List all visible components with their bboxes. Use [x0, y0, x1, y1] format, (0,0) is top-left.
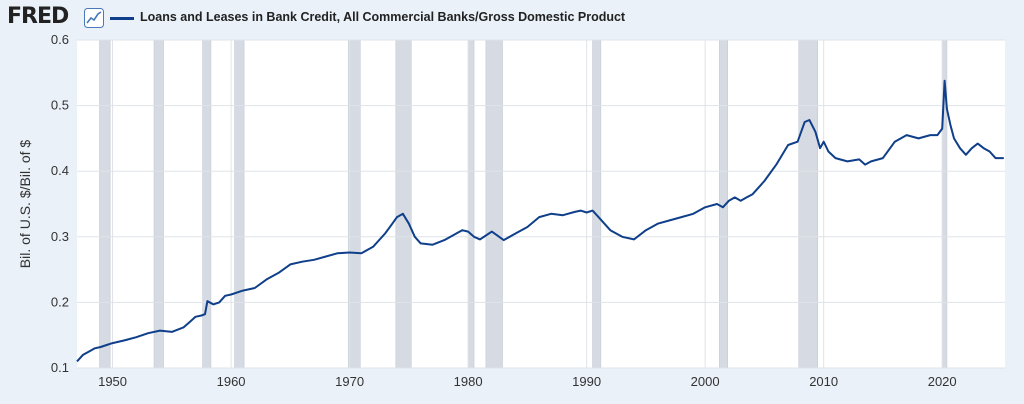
recession-band — [485, 39, 503, 369]
x-tick-label: 2020 — [928, 374, 957, 389]
x-tick-labels: 1950 1960 1970 1980 1990 2000 2010 2020 — [98, 374, 957, 389]
y-tick-label: 0.3 — [51, 229, 69, 244]
x-tick-label: 1990 — [572, 374, 601, 389]
recession-band — [234, 39, 245, 369]
recession-band — [798, 39, 819, 369]
recession-band — [395, 39, 412, 369]
legend-series-label[interactable]: Loans and Leases in Bank Credit, All Com… — [140, 10, 626, 24]
recession-band — [153, 39, 164, 369]
y-tick-label: 0.5 — [51, 98, 69, 113]
y-axis-title: Bil. of U.S. $/Bil. of $ — [17, 140, 33, 269]
recession-band — [467, 39, 475, 369]
recession-band — [202, 39, 212, 369]
fred-logo[interactable]: FRED — [7, 4, 69, 29]
line-chart-icon — [84, 8, 104, 28]
y-tick-label: 0.1 — [51, 360, 69, 375]
series-lines — [76, 79, 1004, 363]
recession-band — [99, 39, 111, 369]
plot-background — [77, 40, 1005, 368]
series-line — [76, 79, 1004, 363]
x-tick-label: 2010 — [809, 374, 838, 389]
recession-band — [592, 39, 602, 369]
legend-swatch — [110, 17, 134, 20]
y-tick-label: 0.6 — [51, 32, 69, 47]
y-tick-label: 0.4 — [51, 163, 69, 178]
x-tick-label: 2000 — [691, 374, 720, 389]
chart-header: FRED Loans and Leases in Bank Credit, Al… — [0, 0, 1024, 34]
gridlines — [77, 39, 1005, 369]
x-tick-label: 1950 — [98, 374, 127, 389]
x-tick-label: 1970 — [335, 374, 364, 389]
y-tick-labels: 0.1 0.2 0.3 0.4 0.5 0.6 — [51, 32, 69, 375]
x-tick-label: 1980 — [454, 374, 483, 389]
x-tick-label: 1960 — [217, 374, 246, 389]
y-tick-label: 0.2 — [51, 294, 69, 309]
recession-band — [348, 39, 361, 369]
